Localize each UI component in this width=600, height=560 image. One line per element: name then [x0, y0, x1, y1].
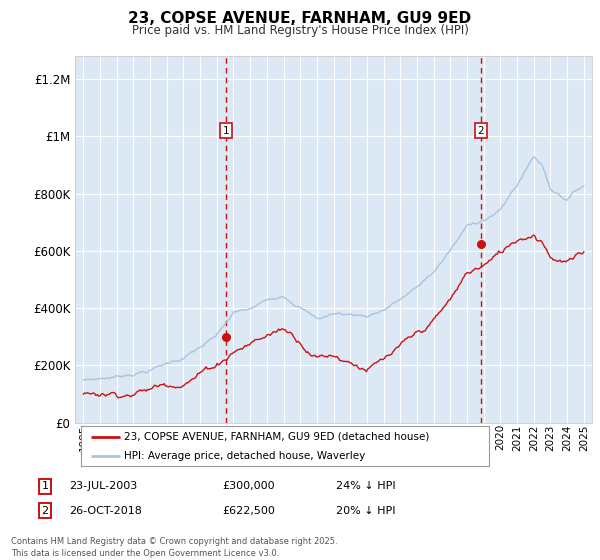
Text: 24% ↓ HPI: 24% ↓ HPI — [336, 481, 395, 491]
Text: 23, COPSE AVENUE, FARNHAM, GU9 9ED (detached house): 23, COPSE AVENUE, FARNHAM, GU9 9ED (deta… — [124, 432, 429, 442]
Text: 1: 1 — [223, 125, 229, 136]
Text: 2: 2 — [41, 506, 49, 516]
Text: Price paid vs. HM Land Registry's House Price Index (HPI): Price paid vs. HM Land Registry's House … — [131, 24, 469, 36]
Text: 2: 2 — [478, 125, 484, 136]
Text: £300,000: £300,000 — [222, 481, 275, 491]
Text: 20% ↓ HPI: 20% ↓ HPI — [336, 506, 395, 516]
Text: 1: 1 — [41, 481, 49, 491]
Text: £622,500: £622,500 — [222, 506, 275, 516]
Text: 23, COPSE AVENUE, FARNHAM, GU9 9ED: 23, COPSE AVENUE, FARNHAM, GU9 9ED — [128, 11, 472, 26]
Text: HPI: Average price, detached house, Waverley: HPI: Average price, detached house, Wave… — [124, 451, 365, 461]
Text: Contains HM Land Registry data © Crown copyright and database right 2025.
This d: Contains HM Land Registry data © Crown c… — [11, 537, 337, 558]
Text: 23-JUL-2003: 23-JUL-2003 — [69, 481, 137, 491]
Text: 26-OCT-2018: 26-OCT-2018 — [69, 506, 142, 516]
